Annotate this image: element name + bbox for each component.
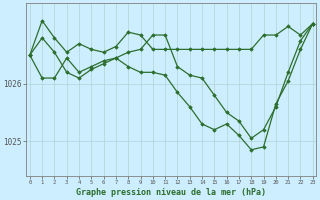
- X-axis label: Graphe pression niveau de la mer (hPa): Graphe pression niveau de la mer (hPa): [76, 188, 266, 197]
